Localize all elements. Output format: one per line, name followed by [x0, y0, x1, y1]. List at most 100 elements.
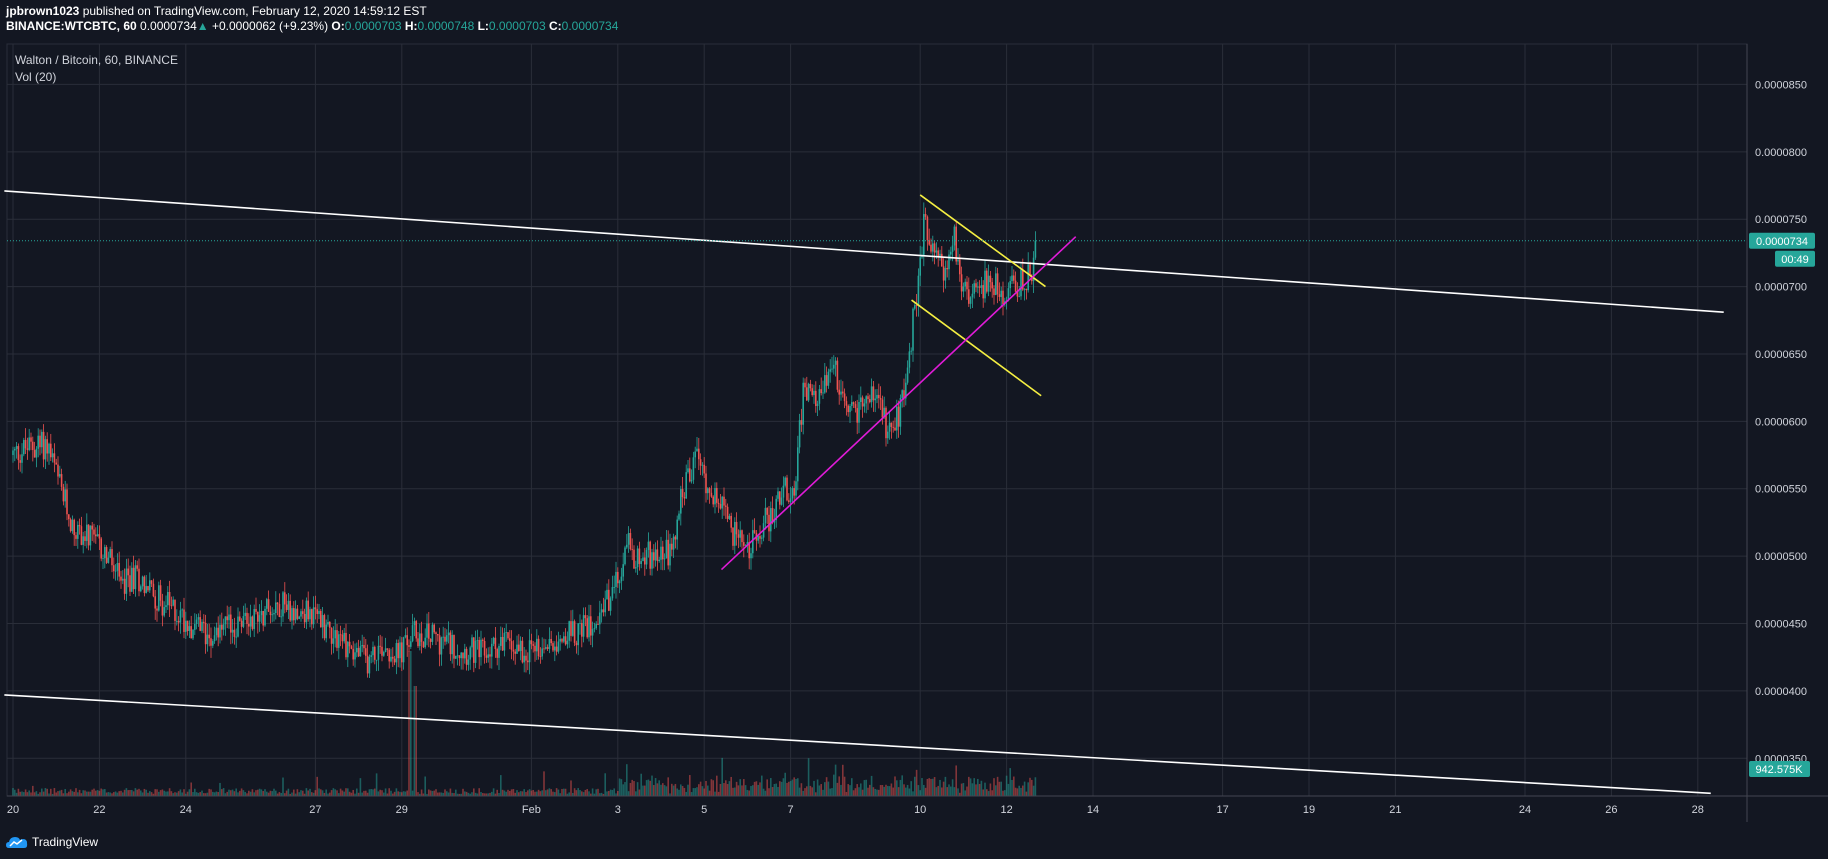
- candle-body: [613, 586, 615, 588]
- volume-bar: [811, 787, 813, 796]
- volume-bar: [372, 789, 374, 796]
- candle-body: [705, 473, 707, 494]
- candle-body: [964, 281, 966, 287]
- candle-body: [870, 386, 873, 403]
- volume-bar: [104, 789, 106, 796]
- candle-body: [653, 552, 655, 561]
- candle-body: [51, 453, 54, 458]
- candle-body: [665, 539, 668, 559]
- time-tick-label: 24: [1519, 804, 1531, 816]
- lower-trendline[interactable]: [4, 694, 1711, 795]
- candle-body: [26, 448, 29, 450]
- candle-body: [669, 543, 671, 566]
- upper-trendline[interactable]: [4, 190, 1724, 313]
- candle-body: [186, 620, 189, 632]
- candle-body: [1020, 269, 1022, 297]
- candle-body: [723, 496, 725, 506]
- volume-bar: [678, 789, 680, 796]
- time-tick-label: 19: [1303, 804, 1315, 816]
- volume-bar: [208, 788, 210, 796]
- volume-bar: [577, 788, 579, 796]
- candle-body: [876, 394, 878, 399]
- volume-bar: [518, 792, 520, 796]
- candle-body: [370, 655, 372, 657]
- time-tick-label: 27: [309, 804, 321, 816]
- volume-bar: [33, 792, 36, 796]
- price-axis[interactable]: 0.00003500.00004000.00004500.00005000.00…: [1755, 79, 1807, 765]
- candle-body: [510, 641, 513, 650]
- drawing-layer[interactable]: [4, 190, 1724, 795]
- candle-body: [608, 589, 610, 611]
- candle-body: [118, 562, 120, 577]
- volume-bar: [294, 793, 297, 796]
- candle-body: [183, 609, 185, 632]
- volume-bar: [46, 788, 48, 796]
- volume-bar: [851, 778, 853, 796]
- volume-bar: [971, 783, 974, 796]
- volume-bar: [451, 792, 453, 796]
- volume-bar: [249, 791, 252, 796]
- volume-bar: [168, 788, 171, 796]
- volume-bar: [500, 775, 502, 796]
- volume-bar: [368, 789, 371, 796]
- volume-bar: [203, 793, 205, 796]
- candle-body: [505, 632, 507, 634]
- candle-body: [476, 640, 479, 641]
- candle-body: [431, 624, 434, 642]
- candle-body: [1011, 275, 1013, 282]
- volume-bar: [379, 789, 381, 796]
- volume-bar: [77, 792, 79, 796]
- volume-bar: [75, 788, 77, 796]
- candle-body: [512, 649, 515, 652]
- volume-bar: [435, 789, 437, 796]
- candle-body: [980, 285, 983, 288]
- volume-bar: [152, 793, 155, 796]
- candle-body: [350, 646, 353, 649]
- candle-body: [977, 286, 979, 288]
- candle-body: [449, 632, 452, 655]
- flag-bottom[interactable]: [911, 299, 1042, 397]
- candle-body: [377, 645, 380, 660]
- volume-bar: [777, 786, 779, 796]
- candle-body: [764, 507, 767, 524]
- time-tick-label: 20: [7, 804, 19, 816]
- footer-brand[interactable]: TradingView: [6, 832, 98, 852]
- candle-body: [41, 431, 43, 448]
- candle-body: [19, 460, 21, 463]
- candle-body: [96, 534, 99, 537]
- time-axis[interactable]: 20 22 24 27 29 Feb 3 5 7 10 12 14 17 19 21 24 26 28: [7, 804, 1704, 816]
- volume-bar: [467, 792, 470, 796]
- volume-badge-bg: [1749, 761, 1810, 777]
- volume-bar: [672, 785, 675, 796]
- candle-body: [55, 462, 57, 465]
- volume-bar: [377, 791, 380, 796]
- publisher-name[interactable]: jpbrown1023: [6, 4, 80, 18]
- candle-body: [586, 618, 588, 638]
- volume-bar: [746, 789, 749, 796]
- candle-body: [1023, 288, 1026, 290]
- volume-bar: [1000, 781, 1002, 796]
- volume-bar: [557, 789, 560, 796]
- candle-body: [561, 638, 563, 642]
- support-line[interactable]: [720, 236, 1077, 571]
- candle-body: [1007, 288, 1010, 301]
- volume-bar: [908, 788, 911, 796]
- candle-body: [95, 534, 97, 537]
- candle-body: [1025, 288, 1028, 291]
- candle-body: [276, 602, 279, 605]
- candle-body: [53, 453, 56, 463]
- candle-body: [730, 515, 732, 528]
- volume-bar: [197, 792, 200, 796]
- candle-body: [50, 443, 52, 458]
- candle-body: [604, 599, 606, 613]
- volume-bar: [732, 787, 734, 796]
- candle-body: [687, 468, 689, 473]
- candle-body: [959, 259, 961, 275]
- candle-body: [699, 459, 702, 466]
- volume-bar: [330, 790, 333, 796]
- candle-body: [289, 600, 291, 621]
- candle-body: [581, 623, 583, 637]
- candle-body: [933, 243, 936, 253]
- volume-bar: [185, 793, 187, 796]
